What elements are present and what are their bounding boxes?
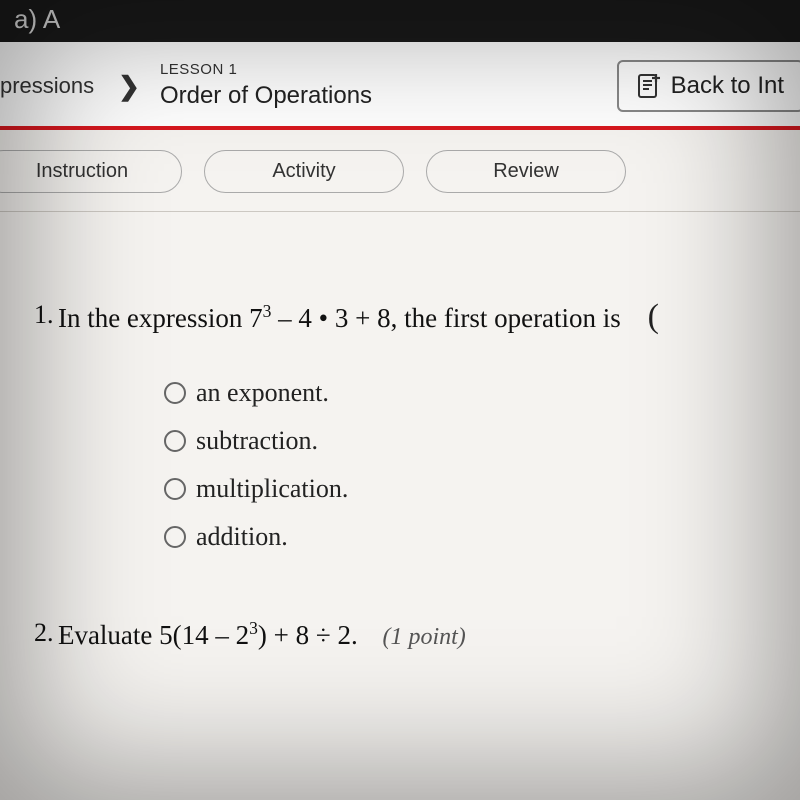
question-1: 1. In the expression 73 – 4 • 3 + 8, the… bbox=[34, 298, 776, 552]
option-label: subtraction. bbox=[196, 426, 318, 456]
question-2: 2. Evaluate 5(14 – 23) + 8 ÷ 2. (1 point… bbox=[34, 616, 776, 655]
radio-icon bbox=[164, 526, 186, 548]
option-multiplication[interactable]: multiplication. bbox=[164, 474, 776, 504]
lesson-title: Order of Operations bbox=[160, 81, 372, 111]
radio-icon bbox=[164, 478, 186, 500]
tab-review[interactable]: Review bbox=[426, 150, 626, 193]
document-plus-icon bbox=[637, 72, 661, 100]
trailing-paren: ( bbox=[648, 298, 659, 335]
lesson-label: LESSON 1 bbox=[160, 61, 372, 80]
breadcrumb-prev[interactable]: pressions bbox=[0, 73, 118, 99]
radio-icon bbox=[164, 430, 186, 452]
points-label: (1 point) bbox=[382, 624, 465, 650]
back-to-intro-button[interactable]: Back to Int bbox=[617, 60, 800, 112]
tab-activity[interactable]: Activity bbox=[204, 150, 404, 193]
tab-instruction[interactable]: Instruction bbox=[0, 150, 182, 193]
option-subtraction[interactable]: subtraction. bbox=[164, 426, 776, 456]
question-stem: Evaluate 5(14 – 23) + 8 ÷ 2. bbox=[58, 620, 365, 650]
radio-icon bbox=[164, 382, 186, 404]
option-label: an exponent. bbox=[196, 378, 329, 408]
back-button-label: Back to Int bbox=[671, 72, 784, 100]
lesson-tabs: Instruction Activity Review bbox=[0, 130, 800, 212]
option-addition[interactable]: addition. bbox=[164, 522, 776, 552]
question-stem: In the expression 73 – 4 • 3 + 8, the fi… bbox=[58, 303, 628, 333]
answer-options: an exponent. subtraction. multiplication… bbox=[164, 378, 776, 552]
window-titlebar: a) A bbox=[0, 0, 800, 42]
option-exponent[interactable]: an exponent. bbox=[164, 378, 776, 408]
breadcrumb: pressions ❯ LESSON 1 Order of Operations bbox=[0, 61, 372, 112]
lesson-header: pressions ❯ LESSON 1 Order of Operations… bbox=[0, 42, 800, 130]
question-number: 2. bbox=[34, 616, 54, 648]
chevron-right-icon: ❯ bbox=[118, 71, 140, 102]
titlebar-fragment: a) A bbox=[14, 4, 60, 34]
lesson-title-block: LESSON 1 Order of Operations bbox=[160, 61, 372, 112]
question-number: 1. bbox=[34, 298, 54, 330]
option-label: multiplication. bbox=[196, 474, 348, 504]
content-area: 1. In the expression 73 – 4 • 3 + 8, the… bbox=[0, 212, 800, 739]
option-label: addition. bbox=[196, 522, 288, 552]
